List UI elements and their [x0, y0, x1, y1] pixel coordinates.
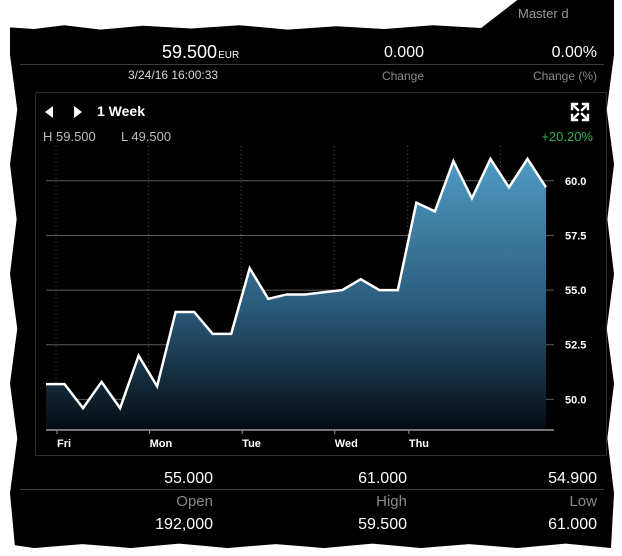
- second-value: 61.000: [548, 516, 597, 533]
- high-label: H 59.500: [43, 129, 96, 144]
- open-value: 55.000: [164, 470, 213, 487]
- x-tick-label: Fri: [57, 438, 71, 450]
- y-tick-label: 50.0: [565, 394, 586, 406]
- change-label: Change: [381, 69, 424, 83]
- y-tick-label: 57.5: [565, 230, 586, 242]
- last-price: 59.500EUR: [162, 42, 239, 63]
- volume-value: 192,000: [155, 516, 213, 533]
- fullscreen-icon[interactable]: [570, 102, 590, 122]
- change-value: 0.000: [383, 44, 424, 61]
- low-label: L 49.500: [121, 129, 172, 144]
- quote-screen: Master d 59.500EUR 0.000 0.00% 3/24/16 1…: [10, 0, 614, 548]
- prev-arrow-icon[interactable]: [42, 104, 56, 120]
- next-arrow-icon[interactable]: [71, 104, 85, 120]
- high-label-stat: High: [376, 493, 407, 510]
- high-value: 61.000: [358, 470, 407, 487]
- stats-divider: [20, 489, 604, 490]
- price-line: [46, 156, 548, 411]
- prev-close-value: 59.500: [358, 516, 407, 533]
- chart-panel[interactable]: 1 Week H 59.500 L 49.500 +20.20% 50.0 52.…: [35, 92, 607, 456]
- low-label-stat: Low: [569, 493, 597, 510]
- quote-datetime: 3/24/16 16:00:33: [128, 68, 219, 82]
- change-pct-label: Change (%): [532, 69, 597, 83]
- price-value: 59.500: [162, 42, 218, 62]
- x-tick-label: Wed: [335, 438, 358, 450]
- open-label: Open: [176, 493, 213, 510]
- performance-label: +20.20%: [541, 129, 593, 144]
- y-tick-label: 55.0: [565, 285, 586, 297]
- price-chart[interactable]: 50.0 52.5 55.0 57.5 60.0 Fri Mon Tue Wed Thu: [36, 93, 606, 455]
- x-tick-label: Mon: [150, 438, 173, 450]
- low-value: 54.900: [548, 470, 597, 487]
- y-tick-label: 52.5: [565, 340, 586, 352]
- change-pct-value: 0.00%: [551, 44, 597, 61]
- x-tick-label: Tue: [242, 438, 261, 450]
- range-label[interactable]: 1 Week: [97, 103, 145, 119]
- currency-label: EUR: [218, 50, 240, 61]
- y-tick-label: 60.0: [565, 176, 586, 188]
- x-tick-label: Thu: [409, 438, 429, 450]
- app-title: Master d: [518, 6, 569, 21]
- header-divider: [20, 64, 604, 65]
